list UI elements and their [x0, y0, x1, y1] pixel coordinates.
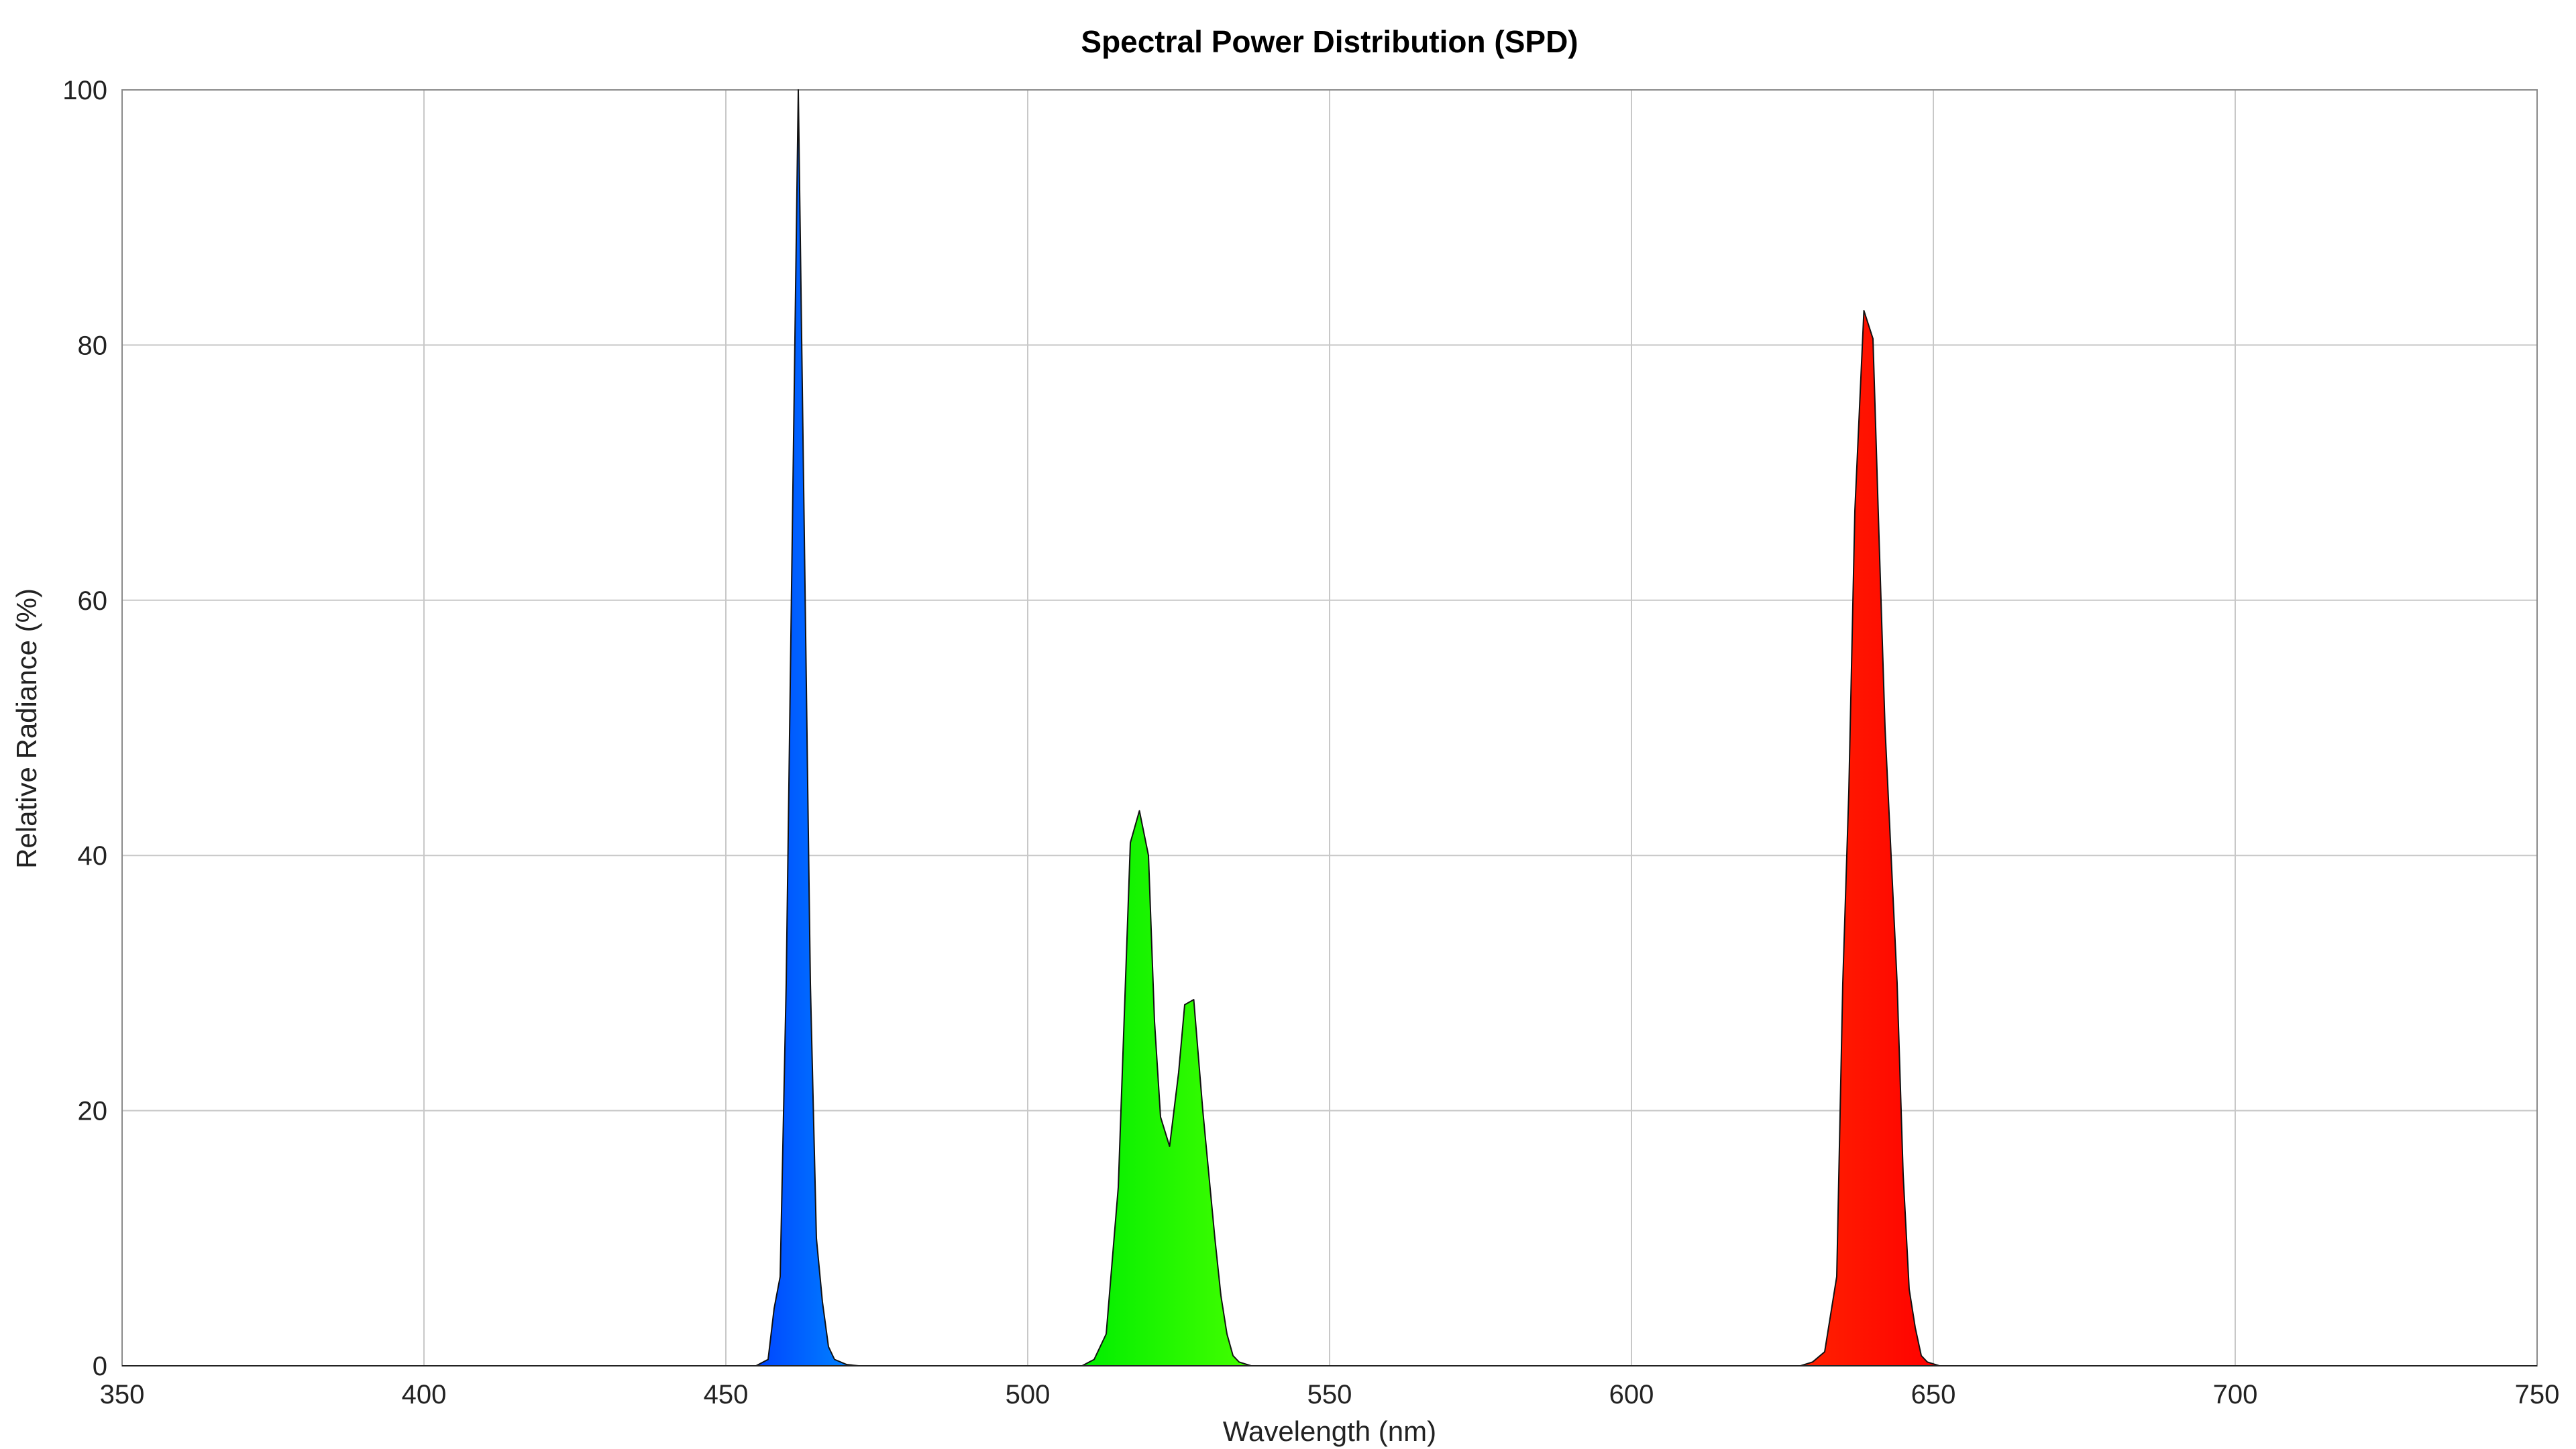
spectral-peak-2 [1081, 810, 1252, 1366]
x-tick-label: 700 [2213, 1380, 2258, 1409]
spectral-peak-1 [755, 89, 859, 1366]
x-tick-label: 500 [1006, 1380, 1051, 1409]
x-tick-label: 550 [1307, 1380, 1352, 1409]
y-tick-label: 80 [78, 331, 108, 360]
x-tick-label: 650 [1911, 1380, 1956, 1409]
y-tick-label: 40 [78, 841, 108, 871]
series-group [755, 89, 1940, 1366]
x-tick-label: 450 [704, 1380, 749, 1409]
y-tick-label: 0 [93, 1352, 107, 1381]
y-axis-label: Relative Radiance (%) [11, 588, 42, 869]
x-tick-labels: 350 400 450 500 550 600 650 700 750 [100, 1380, 2560, 1409]
y-tick-label: 60 [78, 586, 108, 616]
chart-title: Spectral Power Distribution (SPD) [1081, 24, 1578, 59]
x-tick-label: 750 [2515, 1380, 2560, 1409]
y-tick-label: 100 [62, 76, 107, 105]
grid-lines [122, 90, 2537, 1366]
x-tick-label: 600 [1609, 1380, 1654, 1409]
y-tick-label: 20 [78, 1097, 108, 1126]
spectral-peak-3 [1800, 310, 1940, 1366]
y-tick-labels: 0 20 40 60 80 100 [62, 76, 107, 1381]
x-axis-label: Wavelength (nm) [1223, 1415, 1436, 1447]
x-tick-label: 400 [402, 1380, 447, 1409]
x-tick-label: 350 [100, 1380, 145, 1409]
